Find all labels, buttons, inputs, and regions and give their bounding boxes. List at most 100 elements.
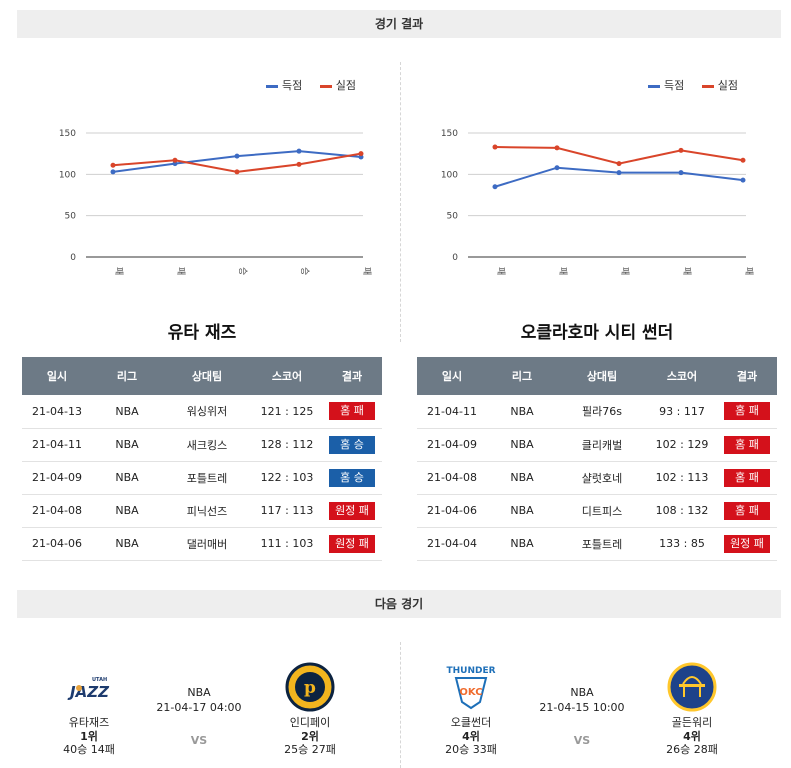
league-cell: NBA: [487, 461, 557, 495]
next-game-1-info: NBA 21-04-17 04:00: [149, 685, 249, 715]
league-cell: NBA: [92, 461, 162, 495]
result-badge: 홈 승: [329, 468, 375, 487]
table-row: 21-04-09 NBA 클리캐벌 102 : 129 홈 패: [417, 428, 777, 462]
column-header: 결과: [717, 357, 777, 395]
x-tick-label: 패: [743, 267, 754, 275]
right-results-chart: 0 50 100 150 패 패 패 패 패: [0, 0, 791, 294]
result-badge: 홈 승: [329, 435, 375, 454]
team-record: 25승 27패: [284, 743, 336, 756]
y-tick-label: 150: [441, 129, 458, 139]
legend-scored: 득점: [266, 79, 302, 92]
okc-thunder-logo: THUNDER OKC: [444, 662, 498, 712]
table-header-row: 일시 리그 상대팀 스코어 결과: [22, 357, 382, 395]
opponent-cell: 포틀트레: [162, 461, 252, 495]
column-header: 리그: [92, 357, 162, 395]
score-cell: 121 : 125: [252, 395, 322, 429]
league-cell: NBA: [487, 527, 557, 561]
legend-conceded: 실점: [701, 79, 738, 92]
score-cell: 102 : 113: [647, 461, 717, 495]
svg-text:THUNDER: THUNDER: [446, 666, 495, 676]
score-cell: 128 : 112: [252, 428, 322, 462]
opponent-cell: 디트피스: [557, 494, 647, 528]
opponent-cell: 피닉선즈: [162, 494, 252, 528]
result-cell: 홈 승: [322, 428, 382, 462]
column-header: 일시: [417, 357, 487, 395]
conceded-point: [172, 157, 178, 163]
result-cell: 원정 패: [322, 527, 382, 561]
league: NBA: [187, 686, 211, 699]
scored-point: [234, 153, 240, 159]
date-cell: 21-04-06: [417, 494, 487, 528]
column-header: 상대팀: [162, 357, 252, 395]
table-row: 21-04-06 NBA 댈러매버 111 : 103 원정 패: [22, 527, 382, 561]
table-row: 21-04-09 NBA 포틀트레 122 : 103 홈 승: [22, 461, 382, 495]
next-game-1-home-team[interactable]: UTAH JAZZ 유타재즈 1위 40승 14패: [49, 666, 129, 756]
left-results-chart: 0 50 100 150 패 패 승 승 패: [0, 0, 400, 294]
date-cell: 21-04-13: [22, 395, 92, 429]
next-game-1-away-team[interactable]: p 인디페이 2위 25승 27패: [270, 662, 350, 756]
table-header-row: 일시 리그 상대팀 스코어 결과: [417, 357, 777, 395]
score-cell: 108 : 132: [647, 494, 717, 528]
team-rank: 4위: [462, 730, 480, 743]
scored-point: [110, 169, 116, 175]
conceded-point: [358, 151, 364, 157]
next-games-section-title: 다음 경기: [17, 590, 781, 618]
date-cell: 21-04-09: [417, 428, 487, 462]
results-section-title: 경기 결과: [17, 10, 781, 38]
score-cell: 117 : 113: [252, 494, 322, 528]
x-tick-label: 승: [299, 267, 310, 275]
table-row: 21-04-08 NBA 샬럿호네 102 : 113 홈 패: [417, 461, 777, 495]
y-tick-label: 0: [70, 253, 76, 263]
y-tick-label: 100: [441, 170, 458, 180]
svg-text:OKC: OKC: [459, 687, 482, 698]
svg-text:UTAH: UTAH: [92, 677, 107, 683]
scored-point: [296, 148, 302, 154]
date-cell: 21-04-08: [417, 461, 487, 495]
svg-text:JAZZ: JAZZ: [67, 683, 110, 701]
result-badge: 홈 패: [724, 468, 770, 487]
column-header: 일시: [22, 357, 92, 395]
x-tick-label: 승: [237, 267, 248, 275]
team-name: 골든워리: [671, 716, 713, 729]
team-record: 26승 28패: [666, 743, 718, 756]
league: NBA: [570, 686, 594, 699]
result-cell: 홈 패: [717, 461, 777, 495]
opponent-cell: 새크킹스: [162, 428, 252, 462]
x-tick-label: 패: [681, 267, 692, 275]
score-cell: 111 : 103: [252, 527, 322, 561]
scored-point: [740, 177, 746, 183]
date-cell: 21-04-11: [22, 428, 92, 462]
team-rank: 2위: [301, 730, 319, 743]
score-cell: 133 : 85: [647, 527, 717, 561]
x-tick-label: 패: [557, 267, 568, 275]
y-tick-label: 50: [447, 212, 459, 222]
table-row: 21-04-04 NBA 포틀트레 133 : 85 원정 패: [417, 527, 777, 561]
score-cell: 122 : 103: [252, 461, 322, 495]
team-record: 40승 14패: [63, 743, 115, 756]
utah-jazz-logo: UTAH JAZZ: [62, 666, 116, 712]
next-game-2-away-team[interactable]: 골든워리 4위 26승 28패: [652, 662, 732, 756]
table-row: 21-04-11 NBA 필라76s 93 : 117 홈 패: [417, 395, 777, 429]
result-cell: 홈 패: [717, 428, 777, 462]
y-tick-label: 50: [65, 212, 77, 222]
conceded-point: [296, 161, 302, 167]
league-cell: NBA: [92, 395, 162, 429]
date-cell: 21-04-06: [22, 527, 92, 561]
result-cell: 홈 패: [717, 395, 777, 429]
conceded-point: [678, 147, 684, 153]
next-game-2-home-team[interactable]: THUNDER OKC 오클썬더 4위 20승 33패: [431, 662, 511, 756]
team-name: 유타재즈: [68, 716, 110, 729]
left-chart-legend: 득점 실점: [266, 77, 356, 93]
conceded-point: [554, 145, 560, 151]
result-badge: 원정 패: [329, 534, 375, 553]
scored-point: [678, 170, 684, 176]
x-tick-label: 패: [175, 267, 186, 275]
golden-state-warriors-logo: [665, 662, 719, 712]
left-chart-svg: 0 50 100 150 패 패 승 승 패: [59, 129, 372, 275]
table-row: 21-04-06 NBA 디트피스 108 : 132 홈 패: [417, 494, 777, 528]
league-cell: NBA: [92, 527, 162, 561]
result-cell: 홈 패: [717, 494, 777, 528]
x-tick-label: 패: [361, 267, 372, 275]
